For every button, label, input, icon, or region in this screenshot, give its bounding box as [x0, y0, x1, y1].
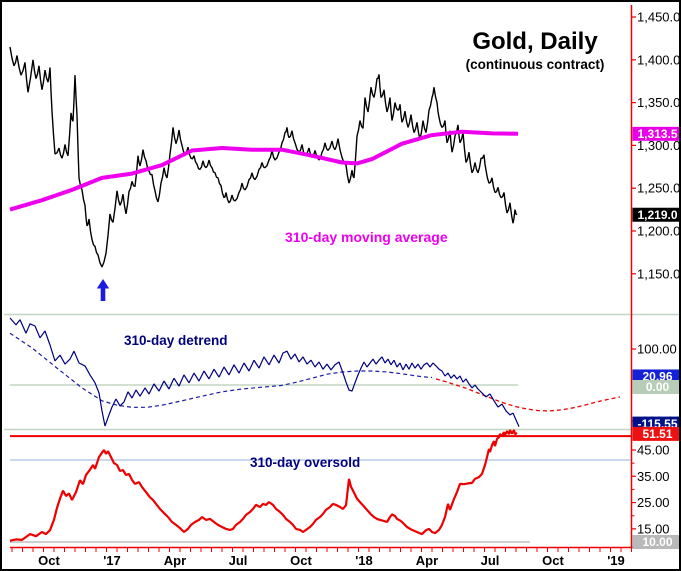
x-axis-label: Jul: [229, 553, 248, 568]
y-tick-label: 1,450.0: [637, 10, 680, 25]
y-tick-label: 1,250.0: [637, 181, 680, 196]
detrend-projection-series: [435, 378, 621, 412]
y-tick-label: 45.00: [637, 443, 670, 458]
value-badge: [632, 207, 679, 222]
y-tick-label: 15.00: [637, 521, 670, 536]
oversold-indicator-series: [9, 429, 518, 542]
detrend-annotation: 310-day detrend: [124, 333, 228, 348]
y-tick-label: 100.00: [637, 342, 677, 357]
detrend-dashed-series: [9, 332, 433, 408]
value-badge: [632, 426, 679, 441]
value-badge-label: 51.51: [642, 427, 672, 441]
x-axis-label: '18: [355, 553, 373, 568]
y-tick-label: 1,300.0: [637, 138, 680, 153]
value-badge: [632, 369, 679, 384]
x-axis-label: Oct: [38, 553, 60, 568]
chart-title: Gold, Daily: [472, 28, 598, 55]
moving-average-310-series: [9, 129, 519, 212]
value-badge: [632, 126, 679, 141]
oversold-annotation: 310-day oversold: [250, 455, 361, 470]
y-tick-label: 1,200.0: [637, 224, 680, 239]
x-axis-label: Apr: [416, 553, 438, 568]
x-axis-label: Oct: [542, 553, 564, 568]
y-tick-label: 35.00: [637, 469, 670, 484]
x-axis-label: Apr: [164, 553, 186, 568]
chart-subtitle: (continuous contract): [465, 57, 605, 72]
value-badge-label: 10.00: [642, 535, 672, 549]
value-badge-label: 1,313.5: [637, 127, 677, 141]
value-badge: [632, 380, 679, 394]
y-tick-label: 1,400.0: [637, 52, 680, 67]
value-badge-label: 0.00: [646, 380, 670, 394]
x-axis-label: '19: [607, 553, 625, 568]
y-tick-label: 25.00: [637, 495, 670, 510]
x-axis-label: '17: [103, 553, 121, 568]
moving-average-annotation: 310-day moving average: [285, 229, 448, 245]
y-tick-label: 1,150.0: [637, 266, 680, 281]
x-axis-label: Jul: [481, 553, 500, 568]
y-tick-label: 1,350.0: [637, 95, 680, 110]
up-arrow-icon: [96, 279, 110, 301]
x-axis-label: Oct: [290, 553, 312, 568]
gold-price-series: [9, 46, 518, 268]
value-badge: [632, 535, 679, 550]
detrend-solid-series: [9, 317, 520, 427]
value-badge-label: 1,219.0: [637, 208, 677, 222]
